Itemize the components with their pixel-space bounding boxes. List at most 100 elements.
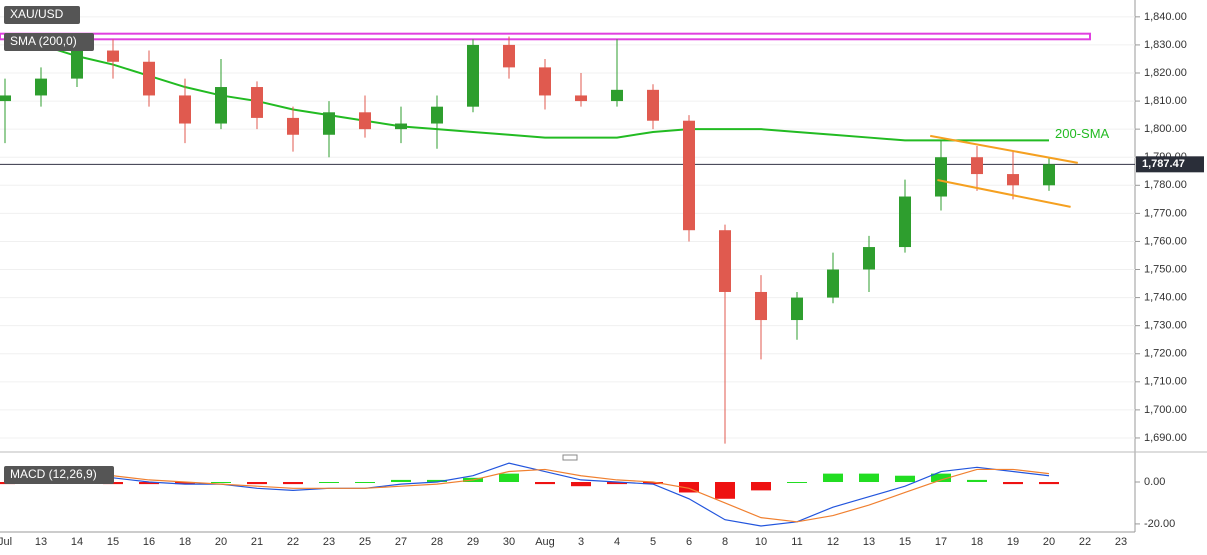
price-tag — [1136, 156, 1204, 173]
candle-body — [395, 123, 407, 130]
y-tick-label: 1,710.00 — [1144, 376, 1187, 388]
candle-body — [539, 67, 551, 96]
x-tick-label: 23 — [1115, 536, 1127, 548]
candle-body — [863, 247, 875, 270]
histogram-bar — [391, 479, 411, 483]
x-tick-label: 8 — [722, 536, 728, 548]
x-tick-label: 30 — [503, 536, 515, 548]
candle-body — [791, 297, 803, 321]
candle-body — [1007, 174, 1019, 186]
x-tick-label: 21 — [251, 536, 263, 548]
candle-body — [647, 89, 659, 121]
candle-body — [755, 291, 767, 321]
candle-body — [179, 95, 191, 124]
x-tick-label: 16 — [143, 536, 155, 548]
y-tick-label: 1,840.00 — [1144, 11, 1187, 23]
histogram-bar — [607, 482, 627, 485]
histogram-bar — [643, 482, 663, 485]
candle-body — [287, 117, 299, 135]
x-tick-label: 12 — [827, 536, 839, 548]
histogram-bar — [499, 473, 519, 483]
x-tick-label: 28 — [431, 536, 443, 548]
histogram-bar — [571, 482, 591, 487]
x-tick-label: 15 — [899, 536, 911, 548]
x-tick-label: 11 — [791, 536, 802, 548]
x-tick-label: 4 — [614, 536, 620, 548]
candle-body — [251, 87, 263, 118]
sma-legend: SMA (200,0) — [10, 34, 77, 48]
histogram-bar — [211, 482, 231, 484]
candle-body — [359, 112, 371, 130]
candle-body — [899, 196, 911, 248]
histogram-bar — [1039, 482, 1059, 485]
candle-body — [71, 50, 83, 79]
histogram-bar — [139, 482, 159, 485]
channel-line — [937, 178, 1071, 208]
candle-body — [575, 95, 587, 102]
histogram-bar — [283, 482, 303, 485]
x-tick-label: 13 — [863, 536, 875, 548]
y-tick-label: 1,800.00 — [1144, 123, 1187, 135]
channel-line — [930, 134, 1078, 164]
histogram-bar — [967, 479, 987, 483]
histogram-bar — [535, 482, 555, 485]
candle-body — [719, 230, 731, 292]
y-tick-label: 1,720.00 — [1144, 348, 1187, 360]
candle-body — [35, 78, 47, 96]
candle-body — [827, 269, 839, 298]
histogram-bar — [787, 482, 807, 484]
candle-body — [107, 50, 119, 62]
candle-body — [503, 44, 515, 68]
candle-body — [431, 106, 443, 124]
y-tick-label: 1,830.00 — [1144, 39, 1187, 51]
candle-body — [1043, 164, 1055, 186]
x-tick-label: 5 — [650, 536, 656, 548]
y-tick-label: 1,730.00 — [1144, 320, 1187, 332]
y-tick-label: 1,820.00 — [1144, 67, 1187, 79]
histogram-bar — [355, 482, 375, 484]
x-tick-label: 13 — [35, 536, 47, 548]
x-tick-label: 6 — [686, 536, 692, 548]
candle-body — [935, 157, 947, 197]
x-tick-label: 20 — [215, 536, 227, 548]
histogram-bar — [751, 482, 771, 491]
y-tick-label: 0.00 — [1144, 476, 1165, 488]
resistance-zone — [0, 32, 1091, 41]
candle-body — [215, 87, 227, 124]
price-tag-label: 1,787.47 — [1142, 158, 1185, 170]
candle-body — [683, 120, 695, 231]
candle-body — [143, 61, 155, 96]
x-tick-label: 18 — [971, 536, 983, 548]
x-tick-label: 25 — [359, 536, 371, 548]
macd-line — [5, 462, 1050, 527]
x-tick-label: 23 — [323, 536, 335, 548]
histogram-bar — [895, 475, 915, 483]
symbol-label-box — [4, 6, 80, 24]
y-tick-label: 1,760.00 — [1144, 235, 1187, 247]
x-tick-label: 15 — [107, 536, 119, 548]
y-tick-label: 1,780.00 — [1144, 179, 1187, 191]
y-tick-label: 1,750.00 — [1144, 263, 1187, 275]
symbol-label: XAU/USD — [10, 7, 64, 21]
macd-legend-box — [4, 466, 114, 484]
histogram-bar — [247, 482, 267, 485]
x-tick-label: 22 — [1079, 536, 1091, 548]
histogram-bar — [859, 473, 879, 483]
histogram-bar — [427, 479, 447, 483]
sma-label: 200-SMA — [1055, 126, 1110, 141]
y-tick-label: 1,690.00 — [1144, 432, 1187, 444]
x-tick-label: 22 — [287, 536, 299, 548]
y-tick-label: 1,810.00 — [1144, 95, 1187, 107]
y-tick-label: -20.00 — [1144, 518, 1175, 530]
x-tick-label: Aug — [535, 536, 555, 548]
histogram-bar — [715, 482, 735, 499]
candle-body — [467, 44, 479, 107]
x-tick-label: 27 — [395, 536, 407, 548]
sma-line — [4, 35, 1049, 142]
x-tick-label: 20 — [1043, 536, 1055, 548]
x-tick-label: 18 — [179, 536, 191, 548]
histogram-bar — [1003, 482, 1023, 485]
candle-body — [323, 112, 335, 135]
